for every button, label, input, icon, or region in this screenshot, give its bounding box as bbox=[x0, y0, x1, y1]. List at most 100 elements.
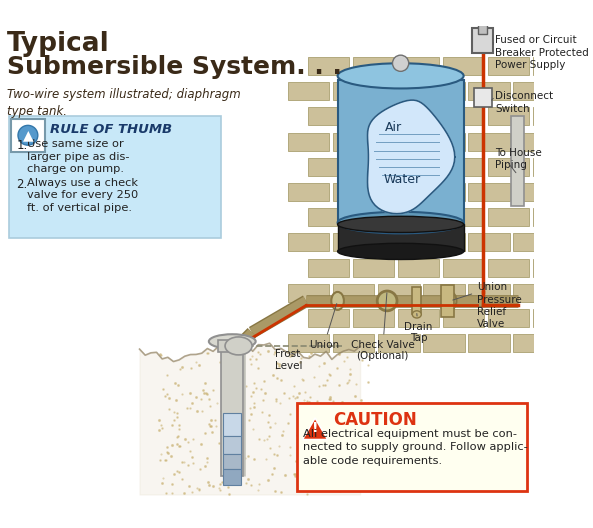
Bar bbox=[533, 259, 535, 277]
Bar bbox=[533, 208, 535, 226]
Bar bbox=[288, 233, 330, 251]
Bar bbox=[423, 284, 464, 302]
Bar bbox=[378, 183, 419, 201]
Bar bbox=[468, 233, 509, 251]
Polygon shape bbox=[368, 100, 455, 214]
Text: Water: Water bbox=[384, 173, 421, 186]
Bar bbox=[378, 334, 419, 352]
Bar bbox=[533, 107, 535, 125]
Bar bbox=[474, 88, 492, 107]
Bar bbox=[511, 116, 524, 206]
Bar bbox=[353, 57, 394, 75]
Text: 1.: 1. bbox=[16, 139, 27, 152]
Bar bbox=[513, 233, 535, 251]
Bar bbox=[443, 107, 484, 125]
Bar bbox=[288, 284, 330, 302]
Bar bbox=[223, 454, 241, 469]
Bar bbox=[308, 208, 349, 226]
Bar bbox=[378, 133, 419, 150]
Bar bbox=[513, 334, 535, 352]
Bar bbox=[423, 233, 464, 251]
Text: Typical: Typical bbox=[7, 31, 110, 57]
Bar bbox=[513, 82, 535, 100]
Ellipse shape bbox=[337, 216, 464, 232]
Bar bbox=[308, 309, 349, 327]
Bar bbox=[468, 133, 509, 150]
Bar bbox=[378, 284, 419, 302]
Ellipse shape bbox=[331, 292, 344, 310]
Ellipse shape bbox=[444, 292, 457, 310]
Bar bbox=[288, 183, 330, 201]
Bar bbox=[288, 334, 330, 352]
Bar bbox=[533, 57, 535, 75]
Ellipse shape bbox=[412, 311, 421, 318]
Ellipse shape bbox=[337, 212, 464, 233]
Text: Union: Union bbox=[453, 282, 507, 300]
Bar bbox=[337, 80, 464, 224]
Bar bbox=[333, 284, 375, 302]
Bar bbox=[468, 284, 509, 302]
Ellipse shape bbox=[209, 334, 256, 348]
Ellipse shape bbox=[393, 55, 409, 71]
Text: RULE OF THUMB: RULE OF THUMB bbox=[50, 122, 173, 136]
Text: Fused or Circuit
Breaker Protected
Power Supply: Fused or Circuit Breaker Protected Power… bbox=[495, 35, 589, 70]
Text: Submersible System. . .: Submersible System. . . bbox=[7, 55, 342, 79]
Bar bbox=[468, 82, 509, 100]
Bar bbox=[333, 183, 375, 201]
Bar bbox=[441, 285, 454, 317]
Text: CAUTION: CAUTION bbox=[333, 411, 417, 429]
Bar bbox=[423, 82, 464, 100]
Bar bbox=[488, 107, 530, 125]
Bar bbox=[223, 413, 241, 436]
Bar bbox=[333, 334, 375, 352]
Bar bbox=[288, 133, 330, 150]
Bar bbox=[337, 224, 464, 251]
Bar bbox=[412, 287, 421, 314]
Text: All electrical equipment must be con-
nected to supply ground. Follow applic-
ab: All electrical equipment must be con- ne… bbox=[304, 429, 528, 466]
Bar bbox=[9, 116, 221, 238]
Bar bbox=[468, 334, 509, 352]
Bar bbox=[513, 183, 535, 201]
Bar bbox=[533, 158, 535, 176]
Bar bbox=[378, 82, 419, 100]
Bar bbox=[308, 107, 349, 125]
Bar bbox=[353, 208, 394, 226]
Bar bbox=[443, 309, 484, 327]
Bar bbox=[478, 23, 487, 34]
Text: Two-wire system illustrated; diaphragm
type tank.: Two-wire system illustrated; diaphragm t… bbox=[7, 88, 241, 118]
Bar bbox=[533, 309, 535, 327]
Bar bbox=[333, 233, 375, 251]
Text: Check Valve
(Optional): Check Valve (Optional) bbox=[350, 293, 415, 361]
Bar bbox=[11, 119, 45, 153]
Text: Pressure
Relief
Valve: Pressure Relief Valve bbox=[477, 295, 522, 329]
Bar bbox=[443, 259, 484, 277]
Bar bbox=[353, 259, 394, 277]
Text: Frost
Level: Frost Level bbox=[275, 348, 302, 371]
Bar bbox=[221, 337, 243, 476]
Bar bbox=[423, 183, 464, 201]
Bar bbox=[488, 158, 530, 176]
Bar bbox=[468, 183, 509, 201]
Bar bbox=[443, 208, 484, 226]
Bar bbox=[218, 340, 247, 352]
Ellipse shape bbox=[337, 243, 464, 259]
Bar bbox=[353, 107, 394, 125]
Bar bbox=[223, 436, 241, 454]
Text: 2.: 2. bbox=[16, 177, 27, 191]
Bar bbox=[308, 158, 349, 176]
Text: Drain
Tap: Drain Tap bbox=[404, 314, 433, 343]
Bar bbox=[333, 133, 375, 150]
Bar bbox=[513, 284, 535, 302]
Text: Always use a check
valve for every 250
ft. of vertical pipe.: Always use a check valve for every 250 f… bbox=[27, 177, 138, 213]
Bar bbox=[398, 259, 439, 277]
Bar bbox=[488, 57, 530, 75]
Ellipse shape bbox=[18, 125, 38, 145]
Bar bbox=[398, 309, 439, 327]
Bar bbox=[488, 259, 530, 277]
Bar bbox=[297, 403, 527, 491]
Bar bbox=[398, 57, 439, 75]
Bar bbox=[443, 57, 484, 75]
Bar bbox=[443, 158, 484, 176]
Bar bbox=[333, 82, 375, 100]
Text: Union: Union bbox=[309, 304, 339, 350]
